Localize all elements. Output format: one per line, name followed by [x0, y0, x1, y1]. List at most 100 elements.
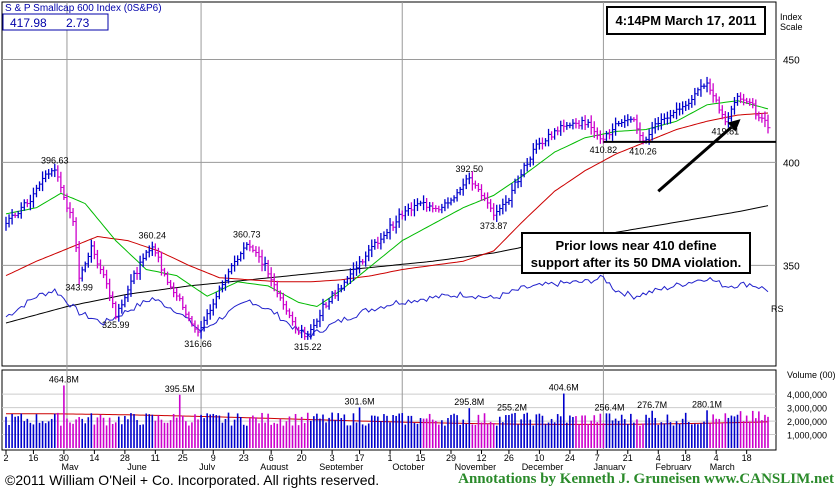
price-bar: [599, 130, 603, 144]
price-bar: [349, 268, 353, 284]
price-bar: [108, 278, 113, 302]
month-label: November: [455, 462, 497, 470]
price-bar: [709, 78, 713, 95]
price-bar: [422, 195, 427, 211]
price-bar: [520, 169, 524, 188]
long-moving-average-line: [5, 205, 769, 324]
price-bar: [160, 251, 164, 276]
price-bar: [307, 330, 311, 340]
price-bar: [544, 138, 548, 147]
rs-label: RS: [771, 304, 784, 314]
price-bar: [325, 302, 329, 309]
volume-title: Volume (00): [787, 370, 836, 380]
price-bar: [505, 195, 509, 212]
price-bar: [313, 319, 317, 336]
price-bar: [233, 255, 238, 272]
price-bar: [608, 129, 613, 140]
price-bar: [264, 256, 268, 272]
price-bar: [301, 324, 305, 339]
note-box: [521, 232, 751, 274]
price-bar: [389, 218, 393, 240]
price-bar: [212, 298, 216, 316]
price-bar: [127, 285, 131, 302]
price-bar: [105, 269, 110, 289]
price-bar: [392, 221, 396, 231]
date-tick: 24: [565, 453, 575, 463]
price-bar: [35, 184, 39, 198]
price-bar: [489, 199, 494, 213]
price-bar: [752, 98, 756, 109]
price-bar: [343, 279, 347, 291]
price-bar: [581, 116, 585, 130]
price-bar: [578, 120, 582, 129]
price-bar: [627, 114, 631, 127]
price-bar: [730, 105, 734, 122]
price-bar: [724, 111, 728, 126]
price-bar: [538, 137, 542, 150]
volume-label: 404.6M: [549, 383, 579, 393]
price-bar: [435, 205, 439, 212]
price-bar: [124, 295, 128, 308]
date-tick: 25: [178, 453, 188, 463]
price-bar: [672, 109, 677, 119]
index-name: S & P Smallcap 600 Index (0S&P6): [5, 3, 162, 14]
price-bar: [395, 215, 399, 234]
volume-label: 395.5M: [165, 384, 195, 394]
price-bar: [636, 114, 640, 134]
volume-tick: 4,000,000: [787, 390, 827, 400]
price-bar: [48, 169, 52, 180]
date-tick: 17: [355, 453, 365, 463]
price-bar: [166, 271, 171, 286]
price-bar: [252, 244, 256, 253]
price-bar: [764, 111, 768, 128]
price-bar: [26, 199, 30, 208]
price-bar: [261, 249, 265, 272]
price-bar: [63, 184, 67, 200]
price-bar: [477, 182, 481, 192]
price-bar: [87, 252, 91, 268]
price-bar: [151, 241, 155, 256]
date-tick: 21: [623, 453, 633, 463]
month-label: December: [522, 462, 564, 470]
price-bar: [255, 246, 259, 257]
price-bar: [401, 210, 405, 220]
date-tick: 29: [446, 453, 456, 463]
price-bar: [614, 117, 619, 136]
price-bar: [493, 203, 497, 221]
price-bar: [611, 123, 616, 141]
price-label: 360.24: [139, 230, 167, 240]
date-tick: 4: [714, 453, 719, 463]
price-bar: [371, 239, 375, 258]
price-bar: [767, 114, 771, 134]
price-bar: [508, 197, 512, 205]
price-bar: [456, 188, 460, 202]
price-bar: [496, 204, 500, 222]
price-bar: [593, 121, 597, 138]
price-bar: [310, 324, 314, 340]
price-label: 360.73: [233, 229, 261, 239]
price-bar: [221, 280, 225, 293]
volume-annotations: 464.8M 395.5M 301.6M 295.8M 255.2M 404.6M 256.…: [49, 374, 722, 412]
price-bar: [450, 197, 454, 206]
price-bar: [75, 217, 79, 252]
price-label: 316.66: [184, 339, 212, 349]
price-bar: [288, 308, 292, 319]
price-bar: [316, 318, 320, 329]
price-bar: [78, 241, 82, 285]
price-bar: [206, 309, 210, 325]
price-bar: [133, 270, 137, 285]
price-bar: [54, 163, 58, 178]
axis-title-line-1: Index: [780, 12, 803, 22]
month-axis-labels: May June July August September October Novembe…: [62, 462, 735, 470]
price-bar: [352, 262, 356, 281]
price-bar: [11, 209, 15, 225]
price-bar: [249, 240, 253, 252]
price-bar: [191, 315, 195, 327]
price-bar: [99, 259, 103, 275]
price-bar: [258, 246, 262, 263]
price-label: 410.82: [590, 145, 618, 155]
price-bar: [69, 202, 73, 219]
price-bar: [532, 143, 536, 166]
price-bar: [480, 184, 484, 201]
price-bar: [118, 303, 122, 322]
